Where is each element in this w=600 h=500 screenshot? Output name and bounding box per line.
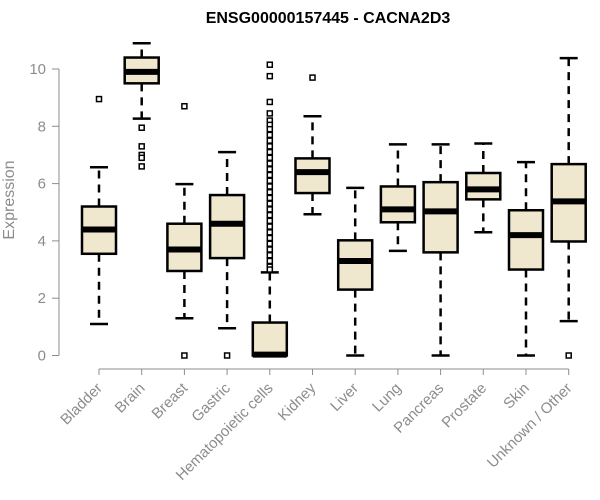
y-axis-label: Expression: [1, 160, 18, 239]
outlier-point: [266, 183, 274, 190]
box-iqr: [294, 157, 331, 195]
box-group: [336, 186, 374, 357]
outlier-point: [266, 188, 274, 196]
outlier-point: [138, 143, 145, 150]
y-tick-label: 10: [29, 61, 46, 78]
outlier-point: [266, 72, 274, 80]
outlier-point: [266, 206, 274, 213]
outlier-point: [266, 234, 274, 242]
box-group: [251, 61, 289, 358]
box-group: [507, 160, 545, 357]
box-group: [379, 143, 417, 253]
y-tick-label: 6: [38, 176, 46, 193]
boxes: [80, 41, 587, 359]
x-tick-label: Bladder: [57, 380, 106, 429]
outlier-point: [223, 352, 231, 359]
outlier-point: [266, 160, 274, 167]
x-tick-label: Skin: [500, 380, 533, 413]
outlier-point: [266, 223, 274, 230]
outlier-point: [565, 352, 572, 359]
outlier-point: [266, 257, 274, 265]
outlier-point: [266, 137, 274, 144]
x-tick-label: Kidney: [275, 379, 320, 424]
outlier-point: [266, 266, 274, 273]
outlier-point: [266, 211, 274, 219]
y-tick-label: 0: [38, 348, 46, 365]
outlier-point: [266, 98, 274, 106]
box-group: [422, 143, 459, 357]
outlier-point: [181, 352, 188, 359]
outlier-point: [266, 110, 274, 117]
chart-title: ENSG00000157445 - CACNA2D3: [206, 10, 451, 27]
box-iqr: [336, 239, 374, 291]
outlier-point: [266, 251, 274, 259]
outlier-point: [266, 125, 274, 133]
x-tick-label: Prostate: [439, 380, 491, 432]
outlier-point: [138, 163, 145, 170]
outlier-point: [266, 240, 274, 248]
x-tick-label: Liver: [327, 380, 362, 415]
box-group: [550, 56, 587, 359]
outlier-point: [95, 95, 103, 103]
box-group: [166, 102, 203, 359]
outlier-point: [138, 154, 145, 162]
outlier-point: [266, 246, 274, 253]
outlier-point: [266, 177, 274, 184]
outlier-point: [266, 229, 274, 236]
outlier-point: [309, 74, 316, 81]
box-group: [80, 95, 118, 326]
outlier-point: [266, 166, 274, 173]
box-iqr: [507, 208, 545, 271]
outlier-point: [266, 143, 274, 150]
y-tick-label: 8: [38, 118, 46, 135]
outlier-point: [266, 154, 274, 162]
y-axis: 0 2 4 6 8 10: [29, 61, 60, 365]
outlier-point: [138, 124, 145, 131]
y-tick-label: 2: [38, 290, 46, 307]
x-tick-label: Lung: [369, 380, 405, 416]
box-group: [123, 41, 160, 170]
x-tick-label: Brain: [112, 380, 149, 417]
outlier-point: [266, 200, 274, 207]
x-tick-label: Breast: [149, 379, 192, 422]
outlier-point: [266, 148, 274, 156]
y-tick-label: 4: [38, 233, 46, 250]
box-iqr: [422, 180, 459, 254]
outlier-point: [266, 61, 274, 68]
outlier-point: [266, 171, 274, 179]
box-iqr: [379, 185, 417, 224]
box-group: [208, 150, 246, 359]
box-group: [465, 142, 502, 234]
outlier-point: [266, 131, 274, 139]
box-group: [294, 74, 331, 216]
box-iqr: [465, 171, 502, 201]
outlier-point: [266, 217, 274, 225]
outlier-point: [266, 194, 274, 202]
box-iqr: [251, 321, 289, 357]
outlier-point: [181, 102, 188, 110]
